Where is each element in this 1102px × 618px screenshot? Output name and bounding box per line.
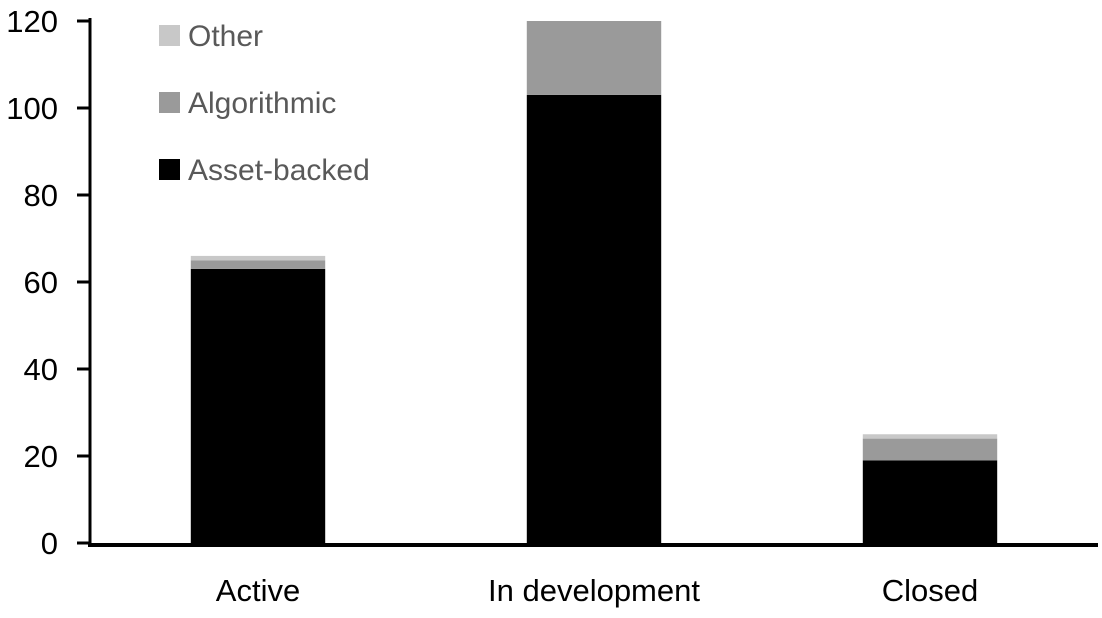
legend-label: Other [188,20,263,53]
x-axis-category-label: Closed [882,573,979,608]
x-axis-category-label: Active [216,573,300,608]
bar-segment-asset-backed-1 [526,94,662,543]
y-axis-tick-label: 0 [41,526,58,561]
y-axis-tick-label: 100 [6,91,58,126]
bar-segment-asset-backed-2 [862,460,998,543]
y-axis-tick-label: 20 [24,439,58,474]
y-axis-tick-label: 120 [6,4,58,39]
y-axis-tick-label: 40 [24,352,58,387]
legend-swatch-asset-backed [159,159,180,180]
bar-segment-other-0 [190,255,326,261]
bar-segment-algorithmic-1 [526,21,662,95]
bar-segment-algorithmic-0 [190,260,326,269]
legend-swatch-other [159,25,180,46]
bar-segment-asset-backed-0 [190,268,326,543]
legend-swatch-algorithmic [159,92,180,113]
legend-label: Asset-backed [188,154,370,187]
bar-segment-other-2 [862,434,998,439]
legend-label: Algorithmic [188,87,336,120]
bar-segment-algorithmic-2 [862,438,998,461]
y-axis-tick-label: 80 [24,178,58,213]
x-axis-category-label: In development [488,573,700,608]
y-axis-tick-label: 60 [24,265,58,300]
